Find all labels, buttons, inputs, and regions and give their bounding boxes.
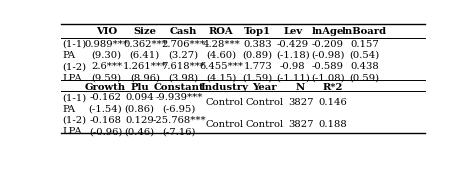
Text: Constant: Constant [154, 83, 205, 92]
Text: Industry: Industry [201, 83, 248, 92]
Text: Lev: Lev [283, 27, 302, 37]
Text: PA: PA [62, 51, 75, 60]
Text: -25.768***: -25.768*** [153, 116, 206, 125]
Text: -0.162: -0.162 [90, 93, 121, 102]
Text: (1-1): (1-1) [62, 93, 86, 102]
Text: -0.429: -0.429 [277, 40, 309, 49]
Text: Control: Control [246, 120, 284, 129]
Text: (1-1): (1-1) [62, 40, 86, 49]
Text: 0.383: 0.383 [244, 40, 272, 49]
Text: 1.773: 1.773 [244, 62, 272, 71]
Text: 2.706***: 2.706*** [161, 40, 205, 49]
Text: Control: Control [205, 120, 244, 129]
Text: 0.146: 0.146 [319, 98, 347, 107]
Text: -0.168: -0.168 [90, 116, 121, 125]
Text: (0.59): (0.59) [349, 74, 379, 82]
Text: 1.261***: 1.261*** [123, 62, 167, 71]
Text: 0.188: 0.188 [319, 120, 347, 129]
Text: Top1: Top1 [244, 27, 271, 37]
Text: (-1.08): (-1.08) [311, 74, 345, 82]
Text: Growth: Growth [85, 83, 126, 92]
Text: 0.157: 0.157 [350, 40, 379, 49]
Text: PA: PA [62, 104, 75, 114]
Text: VIO: VIO [96, 27, 117, 37]
Text: -0.98: -0.98 [280, 62, 306, 71]
Text: 2.6***: 2.6*** [91, 62, 122, 71]
Text: -0.589: -0.589 [311, 62, 344, 71]
Text: (3.98): (3.98) [168, 74, 198, 82]
Text: LPA: LPA [62, 74, 82, 82]
Text: lnAge: lnAge [311, 27, 344, 37]
Text: (8.96): (8.96) [130, 74, 160, 82]
Text: 6.455***: 6.455*** [199, 62, 243, 71]
Text: (-7.16): (-7.16) [163, 127, 196, 136]
Text: (9.59): (9.59) [91, 74, 122, 82]
Text: (-1.11): (-1.11) [276, 74, 310, 82]
Text: Cash: Cash [169, 27, 197, 37]
Text: Year: Year [253, 83, 277, 92]
Text: (4.15): (4.15) [206, 74, 237, 82]
Text: (-0.96): (-0.96) [89, 127, 122, 136]
Text: (0.46): (0.46) [125, 127, 155, 136]
Text: (9.30): (9.30) [91, 51, 122, 60]
Text: -0.209: -0.209 [311, 40, 344, 49]
Text: lnBoard: lnBoard [342, 27, 387, 37]
Text: 0.129: 0.129 [125, 116, 154, 125]
Text: 0.094: 0.094 [125, 93, 154, 102]
Text: Control: Control [246, 98, 284, 107]
Text: (1-2): (1-2) [62, 116, 86, 125]
Text: ROA: ROA [209, 27, 234, 37]
Text: (-0.98): (-0.98) [311, 51, 344, 60]
Text: 4.28***: 4.28*** [202, 40, 240, 49]
Text: LPA: LPA [62, 127, 82, 136]
Text: (0.54): (0.54) [349, 51, 380, 60]
Text: N: N [296, 83, 305, 92]
Text: 0.362***: 0.362*** [123, 40, 167, 49]
Text: 7.618***: 7.618*** [161, 62, 205, 71]
Text: (6.41): (6.41) [130, 51, 160, 60]
Text: -9.939***: -9.939*** [155, 93, 203, 102]
Text: 3827: 3827 [288, 98, 313, 107]
Text: 3827: 3827 [288, 120, 313, 129]
Text: (0.89): (0.89) [243, 51, 273, 60]
Text: (-1.18): (-1.18) [276, 51, 310, 60]
Text: (4.60): (4.60) [206, 51, 237, 60]
Text: Control: Control [205, 98, 244, 107]
Text: Plu: Plu [130, 83, 149, 92]
Text: 0.438: 0.438 [350, 62, 379, 71]
Text: (-6.95): (-6.95) [163, 104, 196, 114]
Text: (-1.54): (-1.54) [89, 104, 122, 114]
Text: 0.989***: 0.989*** [85, 40, 128, 49]
Text: Size: Size [133, 27, 156, 37]
Text: (3.27): (3.27) [168, 51, 198, 60]
Text: (0.86): (0.86) [125, 104, 155, 114]
Text: (1-2): (1-2) [62, 62, 86, 71]
Text: (1.59): (1.59) [243, 74, 273, 82]
Text: R*2: R*2 [322, 83, 343, 92]
